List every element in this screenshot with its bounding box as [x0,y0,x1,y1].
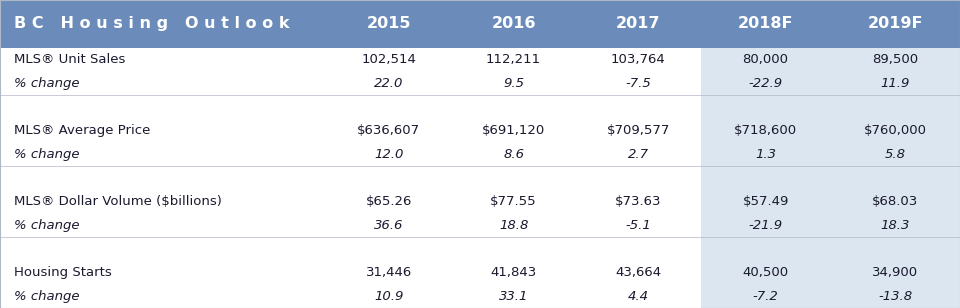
Text: $691,120: $691,120 [482,124,545,137]
Text: 18.8: 18.8 [499,219,528,232]
Text: 103,764: 103,764 [611,53,666,66]
Text: 43,664: 43,664 [615,266,661,279]
Text: $718,600: $718,600 [734,124,797,137]
Text: -13.8: -13.8 [878,290,912,303]
Text: $709,577: $709,577 [607,124,670,137]
Text: $65.26: $65.26 [366,195,412,208]
Text: -7.2: -7.2 [753,290,779,303]
Text: 2017: 2017 [616,16,660,31]
Text: $73.63: $73.63 [615,195,661,208]
Text: % change: % change [14,148,80,161]
Text: B C   H o u s i n g   O u t l o o k: B C H o u s i n g O u t l o o k [14,16,290,31]
Text: MLS® Average Price: MLS® Average Price [14,124,151,137]
Text: 80,000: 80,000 [743,53,788,66]
Text: $636,607: $636,607 [357,124,420,137]
Text: 2015: 2015 [367,16,411,31]
Text: % change: % change [14,77,80,90]
Text: 41,843: 41,843 [491,266,537,279]
Text: 40,500: 40,500 [742,266,789,279]
Text: 102,514: 102,514 [361,53,417,66]
Text: 34,900: 34,900 [872,266,919,279]
Text: 2.7: 2.7 [628,148,649,161]
Text: 10.9: 10.9 [374,290,403,303]
Text: $57.49: $57.49 [742,195,789,208]
Text: $760,000: $760,000 [864,124,926,137]
Text: 4.4: 4.4 [628,290,649,303]
Text: 2019F: 2019F [868,16,923,31]
Text: % change: % change [14,219,80,232]
Text: 1.3: 1.3 [756,148,776,161]
Text: -21.9: -21.9 [749,219,782,232]
Text: 11.9: 11.9 [880,77,910,90]
Text: 2018F: 2018F [738,16,793,31]
Text: MLS® Dollar Volume ($billions): MLS® Dollar Volume ($billions) [14,195,223,208]
Text: 9.5: 9.5 [503,77,524,90]
Text: 33.1: 33.1 [499,290,528,303]
Text: -5.1: -5.1 [626,219,651,232]
Text: 5.8: 5.8 [885,148,905,161]
Text: -22.9: -22.9 [749,77,782,90]
Text: 89,500: 89,500 [872,53,919,66]
Text: -7.5: -7.5 [626,77,651,90]
Text: $68.03: $68.03 [872,195,919,208]
Text: 31,446: 31,446 [366,266,412,279]
FancyBboxPatch shape [701,48,960,308]
Text: Housing Starts: Housing Starts [14,266,112,279]
Text: 2016: 2016 [492,16,536,31]
Text: $77.55: $77.55 [491,195,537,208]
Text: 8.6: 8.6 [503,148,524,161]
Text: % change: % change [14,290,80,303]
Text: 22.0: 22.0 [374,77,403,90]
Text: 18.3: 18.3 [880,219,910,232]
Text: 12.0: 12.0 [374,148,403,161]
Text: 36.6: 36.6 [374,219,403,232]
Text: 112,211: 112,211 [486,53,541,66]
Text: MLS® Unit Sales: MLS® Unit Sales [14,53,126,66]
FancyBboxPatch shape [0,0,960,48]
